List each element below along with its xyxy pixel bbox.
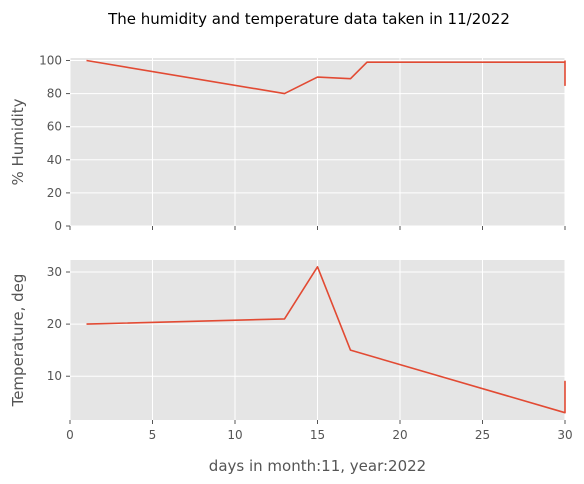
humidity-y-tick-label: 100	[39, 53, 62, 67]
humidity-y-tick-label: 20	[47, 186, 62, 200]
temperature-x-tick-label: 30	[557, 428, 572, 442]
figure-title: The humidity and temperature data taken …	[107, 10, 510, 28]
temperature-x-tick-label: 10	[227, 428, 242, 442]
humidity-panel: 0 20 40 60 80 100 % Humidity	[9, 53, 565, 233]
temperature-x-tick-label: 25	[475, 428, 490, 442]
temperature-x-axis-label: days in month:11, year:2022	[209, 457, 426, 475]
temperature-x-tick-label: 0	[66, 428, 74, 442]
temperature-x-tick-label: 15	[310, 428, 325, 442]
temperature-x-tick-label: 5	[149, 428, 157, 442]
temperature-x-tick-label: 20	[392, 428, 407, 442]
temperature-y-tick-label: 30	[47, 265, 62, 279]
temperature-panel: 0 5 10 15 20 25 30 10 20 30 Temperature, deg days i…	[9, 260, 573, 475]
humidity-y-tick-label: 60	[47, 120, 62, 134]
temperature-y-tick-label: 10	[47, 369, 62, 383]
humidity-y-tick-label: 0	[54, 219, 62, 233]
humidity-y-tick-label: 80	[47, 87, 62, 101]
humidity-y-tick-label: 40	[47, 153, 62, 167]
humidity-y-axis-label: % Humidity	[9, 98, 27, 185]
temperature-y-axis-label: Temperature, deg	[9, 274, 27, 408]
temperature-y-tick-label: 20	[47, 317, 62, 331]
